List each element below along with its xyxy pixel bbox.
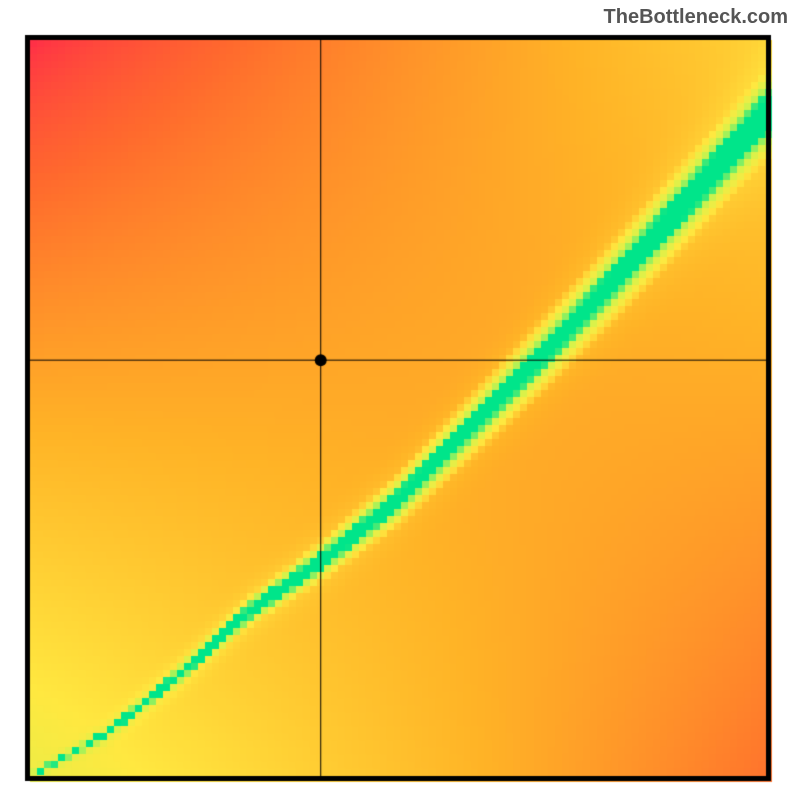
heatmap-canvas (0, 0, 800, 800)
chart-container: TheBottleneck.com (0, 0, 800, 800)
watermark-text: TheBottleneck.com (604, 6, 788, 29)
